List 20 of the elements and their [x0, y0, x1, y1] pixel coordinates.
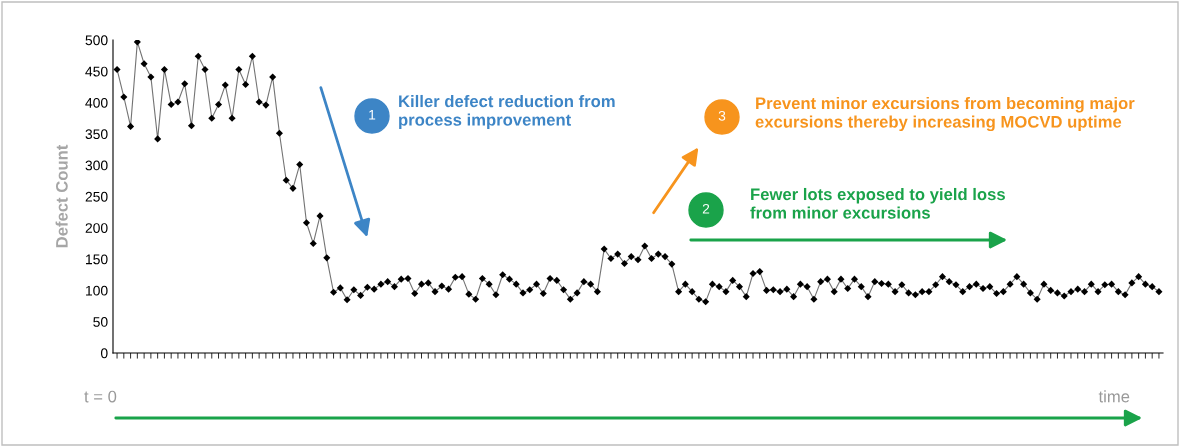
y-tick-label: 450: [85, 66, 108, 77]
text: t = 0: [84, 390, 117, 403]
y-tick-label: 250: [85, 191, 108, 202]
annotation: Killer defect reduction from process improvement: [399, 94, 615, 130]
y-tick-label: 300: [85, 160, 108, 171]
annotation: Fewer lots exposed to yield loss from minor excursions: [750, 187, 1005, 219]
annotation: 3: [718, 110, 726, 121]
y-axis-title: Defect Count: [55, 144, 68, 248]
y-tick-label: 100: [86, 285, 108, 296]
annotation: Prevent minor excursions from becoming major excursions thereby increasing MOCVD uptime: [755, 96, 1135, 132]
text: time: [1098, 390, 1130, 403]
annotation: 1: [369, 110, 376, 120]
y-tick-label: 400: [85, 97, 108, 108]
y-tick-label: 200: [85, 223, 108, 233]
annotation: 2: [702, 203, 710, 214]
y-tick-label: 350: [85, 129, 108, 140]
y-tick-label: 150: [86, 254, 108, 265]
y-tick-label: 0: [100, 348, 108, 359]
y-tick-label: 500: [85, 35, 108, 46]
y-tick-label: 50: [93, 317, 108, 327]
